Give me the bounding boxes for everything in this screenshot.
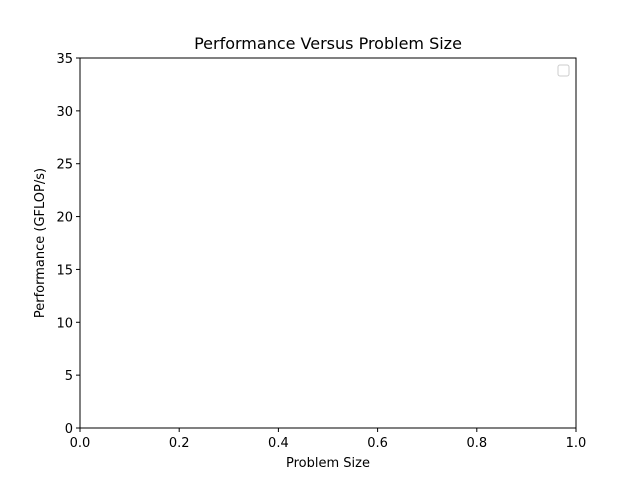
y-tick-label: 5	[65, 369, 73, 384]
y-tick-label: 20	[56, 211, 73, 226]
y-tick-label: 10	[56, 316, 73, 331]
legend-box	[557, 64, 570, 77]
x-tick-label: 0.6	[367, 436, 388, 451]
x-axis-ticks: 0.0 0.2 0.4 0.6 0.8 1.0	[70, 428, 587, 451]
x-axis-label: Problem Size	[286, 456, 370, 471]
y-axis-ticks: 0 5 10 15 20 25 30 35	[56, 52, 80, 437]
y-tick-label: 25	[56, 158, 73, 173]
x-tick-label: 1.0	[566, 436, 587, 451]
chart-title: Performance Versus Problem Size	[194, 34, 462, 53]
y-tick-label: 30	[56, 105, 73, 120]
plot-frame	[79, 57, 577, 429]
legend	[557, 64, 570, 77]
x-tick-label: 0.4	[268, 436, 289, 451]
y-tick-label: 35	[56, 52, 73, 67]
y-tick-label: 15	[56, 263, 73, 278]
x-tick-label: 0.8	[466, 436, 487, 451]
y-axis-label: Performance (GFLOP/s)	[33, 168, 48, 318]
x-tick-label: 0.0	[70, 436, 91, 451]
y-tick-label: 0	[65, 422, 73, 437]
x-tick-label: 0.2	[169, 436, 190, 451]
plot-area	[79, 57, 577, 429]
